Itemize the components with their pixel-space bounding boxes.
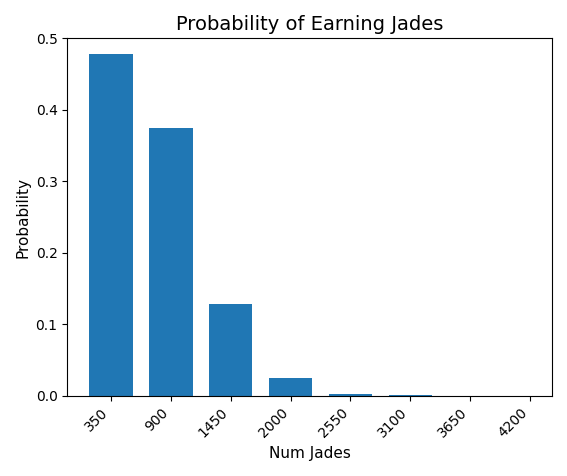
Bar (209, 305, 252, 396)
Bar (89, 54, 133, 396)
X-axis label: Num Jades: Num Jades (269, 446, 350, 461)
Bar (269, 378, 312, 396)
Bar (329, 394, 373, 396)
Title: Probability of Earning Jades: Probability of Earning Jades (176, 15, 443, 34)
Bar (388, 395, 432, 396)
Bar (149, 128, 193, 396)
Y-axis label: Probability: Probability (15, 177, 30, 258)
